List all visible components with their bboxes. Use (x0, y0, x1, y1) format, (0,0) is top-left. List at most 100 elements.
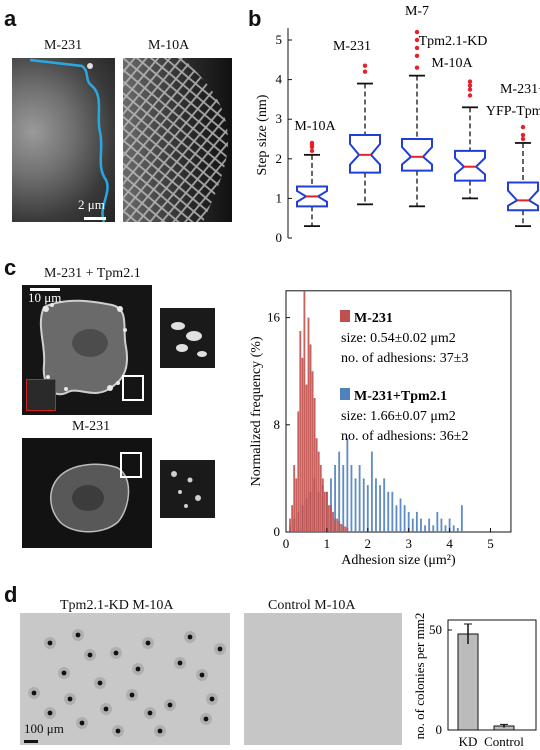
colony-dot-icon (145, 640, 151, 646)
panel-d-kd-colony-image: 100 μm (20, 613, 230, 745)
histogram-bar (297, 411, 300, 532)
histogram-bar (313, 398, 316, 532)
adhesion-zoom-icon (171, 322, 207, 357)
histogram-bar (366, 485, 369, 532)
boxplot-outlier (362, 69, 368, 74)
histogram-y-tick-label: 8 (274, 417, 281, 432)
colony-dots-icon (28, 629, 226, 737)
boxplot-box (507, 181, 539, 212)
panel-c-scale-label: 10 μm (28, 290, 62, 305)
panel-a-scale-label: 2 μm (78, 197, 105, 212)
boxplot-outlier (520, 136, 526, 142)
histogram-y-axis-label: Normalized frequency (%) (249, 336, 264, 486)
histogram-bar (334, 465, 337, 532)
cell-tpm21-icon (39, 299, 128, 396)
boxplot-group-label: M-7 (405, 4, 429, 19)
panel-c-top-roi-box (122, 375, 144, 401)
histogram-bar (452, 525, 455, 532)
histogram-bar (338, 521, 341, 532)
histogram-bar (340, 523, 343, 532)
histogram-bar (303, 290, 306, 532)
colony-dot-icon (61, 670, 67, 676)
histogram-bar (338, 451, 341, 532)
histogram-bar (323, 491, 326, 532)
histogram-bar (407, 511, 410, 532)
colony-dot-icon (113, 650, 119, 656)
panel-d-scale-bar (24, 740, 38, 743)
boxplot-outlier (467, 87, 473, 92)
colony-dot-icon (47, 640, 53, 646)
histogram-legend-stat: size: 0.54±0.02 μm2 (341, 331, 456, 346)
histogram-bar (309, 344, 312, 532)
colony-dot-icon (177, 660, 183, 666)
histogram-legend-stat: no. of adhesions: 36±2 (341, 429, 468, 444)
histogram-bar (346, 527, 349, 532)
boxplot-y-tick-label: 4 (276, 72, 283, 87)
panel-a-m10a-micrograph (123, 58, 232, 222)
colonybar-y-axis-label: no. of colonies per mm2 (412, 613, 427, 740)
boxplot-y-tick-label: 1 (276, 190, 283, 205)
histogram-bar (444, 525, 447, 532)
histogram-bar (411, 518, 414, 532)
histogram-bar (332, 511, 334, 532)
panel-a-scale-bar (84, 217, 106, 220)
histogram-bar (424, 525, 426, 532)
panel-c-top-zoom-inset (160, 308, 215, 368)
histogram-bar (301, 357, 304, 532)
histogram-bar (307, 317, 310, 532)
histogram-bar (448, 518, 451, 532)
boxplot-outlier (362, 63, 368, 68)
panel-c-top-inset-thumbnail (26, 379, 56, 411)
histogram-x-tick-label: 5 (487, 536, 494, 551)
histogram-legend-stat: no. of adhesions: 37±3 (341, 351, 468, 366)
histogram-y-tick-label: 16 (267, 310, 281, 325)
panel-d-control-colony-image (244, 613, 402, 745)
colonybar-frame (447, 619, 537, 731)
histogram-bar (391, 491, 394, 532)
histogram-adhesion-size: 0 1 2 3 4 5 0 8 16 Adhesion size (μm²) Normalized … (249, 290, 512, 568)
colonybar-bar (457, 633, 479, 731)
panel-d-left-caption: Tpm2.1-KD M-10A (60, 598, 174, 613)
colony-dot-icon (199, 672, 205, 678)
histogram-bar (321, 478, 324, 532)
colony-dot-icon (79, 720, 85, 726)
histogram-bar (383, 478, 386, 532)
panel-b-label: b (248, 6, 262, 31)
histogram-legend-stat: size: 1.66±0.07 μm2 (341, 409, 456, 424)
histogram-bar (325, 491, 328, 532)
boxplot-outlier (467, 83, 473, 88)
colonybar-y-tick-label: 0 (436, 722, 443, 737)
histogram-legend-swatch (340, 388, 350, 400)
histogram-bar (358, 465, 361, 532)
boxplot-outlier (414, 37, 420, 43)
panel-d-middle-caption: Control M-10A (268, 598, 356, 613)
colonybar-x-tick-label: KD (459, 734, 478, 749)
histogram-legend-label: M-231+Tpm2.1 (354, 389, 447, 404)
histogram-bar (395, 505, 398, 532)
colony-dot-icon (103, 706, 109, 712)
histogram-bar (342, 465, 345, 532)
boxplot-outlier (309, 140, 315, 146)
histogram-bar (354, 478, 357, 532)
histogram-bar (370, 451, 373, 532)
boxplot-outlier (414, 29, 420, 35)
panel-c-m231-micrograph (22, 438, 152, 548)
histogram-bar (336, 518, 339, 532)
boxplot-group-label: YFP-Tpm2.1 (486, 104, 540, 119)
boxplot-step-size: 0 1 2 3 4 5 Step size (nm) M-10A M-231 M-7 Tpm2.1-… (255, 4, 540, 245)
boxplot-group-label: M-10A (431, 56, 473, 71)
histogram-bar (379, 485, 381, 532)
colony-dot-icon (203, 716, 209, 722)
histogram-bar (344, 526, 347, 532)
histogram-bar (293, 465, 296, 532)
histogram-bar (428, 518, 431, 532)
histogram-bar (440, 518, 443, 532)
colony-dot-icon (115, 728, 121, 734)
boxplot-outlier (467, 93, 473, 98)
histogram-bar (420, 518, 422, 532)
histogram-x-tick-label: 0 (283, 536, 290, 551)
colony-dot-icon (75, 632, 81, 638)
colony-dot-icon (167, 702, 173, 708)
boxplot-y-tick-label: 2 (276, 151, 283, 166)
panel-a-left-caption: M-231 (44, 38, 83, 53)
